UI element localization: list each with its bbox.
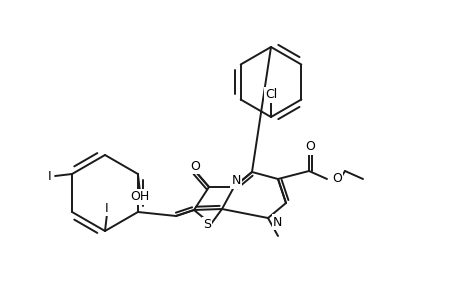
Text: O: O	[331, 171, 341, 184]
Text: OH: OH	[130, 190, 149, 203]
Text: O: O	[304, 140, 314, 154]
Text: S: S	[202, 219, 211, 231]
Text: Cl: Cl	[264, 89, 277, 102]
Text: O: O	[190, 159, 199, 173]
Text: N: N	[231, 175, 240, 187]
Text: I: I	[105, 201, 109, 214]
Text: N: N	[273, 216, 282, 228]
Text: I: I	[47, 170, 51, 182]
